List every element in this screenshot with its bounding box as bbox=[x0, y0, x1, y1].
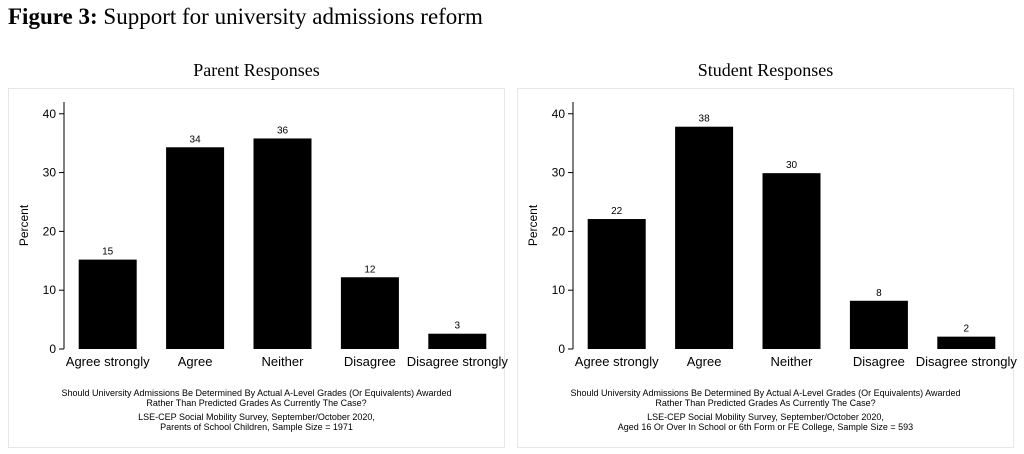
y-tick-label: 0 bbox=[558, 342, 565, 356]
bar-value-label: 12 bbox=[364, 264, 376, 275]
question-line-1: Should University Admissions Be Determin… bbox=[570, 388, 961, 398]
question-note: Should University Admissions Be Determin… bbox=[513, 388, 1018, 408]
source-line-1: LSE-CEP Social Mobility Survey, Septembe… bbox=[647, 412, 884, 422]
y-tick-label: 40 bbox=[552, 107, 566, 121]
parent-chart-panel: Parent Responses 0 10 20 30 40 Percent 15 Agree… bbox=[4, 58, 509, 448]
bar-value-label: 15 bbox=[102, 247, 114, 258]
x-category-label: Neither bbox=[771, 354, 814, 369]
x-category-label: Disagree strongly bbox=[407, 354, 509, 369]
y-tick-label: 20 bbox=[43, 224, 57, 238]
y-axis-label: Percent bbox=[526, 204, 540, 246]
bar-value-label: 30 bbox=[786, 160, 798, 171]
x-category-label: Agree strongly bbox=[66, 354, 150, 369]
bar-value-label: 2 bbox=[964, 324, 970, 335]
bar-value-label: 8 bbox=[876, 288, 882, 299]
y-tick-label: 10 bbox=[43, 283, 57, 297]
bar bbox=[340, 277, 399, 349]
question-note: Should University Admissions Be Determin… bbox=[4, 388, 509, 408]
source-line-1: LSE-CEP Social Mobility Survey, Septembe… bbox=[138, 412, 375, 422]
bar bbox=[253, 138, 312, 349]
question-line-2: Rather Than Predicted Grades As Currentl… bbox=[146, 398, 367, 408]
bar bbox=[78, 259, 137, 349]
bar bbox=[849, 300, 908, 349]
x-category-label: Neither bbox=[262, 354, 305, 369]
chart-title: Parent Responses bbox=[193, 60, 320, 80]
x-category-label: Disagree bbox=[344, 354, 396, 369]
bar-value-label: 3 bbox=[455, 321, 461, 332]
student-chart-panel: Student Responses 0 10 20 30 40 Percent 22 Agre… bbox=[513, 58, 1018, 448]
parent-bar-chart: 0 10 20 30 40 Percent 15 Agree strongly 34 Agree 3… bbox=[17, 102, 509, 369]
bar bbox=[762, 173, 821, 349]
chart-title: Student Responses bbox=[697, 60, 834, 80]
figure-title-text: Support for university admissions reform bbox=[103, 4, 483, 29]
source-note: LSE-CEP Social Mobility Survey, Septembe… bbox=[4, 412, 509, 432]
x-category-label: Agree strongly bbox=[575, 354, 659, 369]
x-category-label: Disagree bbox=[853, 354, 905, 369]
student-bar-chart: 0 10 20 30 40 Percent 22 Agree strongly 38 Agree 3… bbox=[526, 102, 1018, 369]
y-tick-label: 0 bbox=[49, 342, 56, 356]
question-line-2: Rather Than Predicted Grades As Currentl… bbox=[655, 398, 876, 408]
bar-value-label: 22 bbox=[611, 206, 623, 217]
figure-label: Figure 3: bbox=[8, 4, 98, 29]
x-category-label: Disagree strongly bbox=[916, 354, 1018, 369]
bar-value-label: 38 bbox=[699, 114, 711, 125]
source-note: LSE-CEP Social Mobility Survey, Septembe… bbox=[513, 412, 1018, 432]
y-tick-label: 30 bbox=[552, 166, 566, 180]
bar bbox=[675, 126, 734, 349]
y-tick-label: 30 bbox=[43, 166, 57, 180]
y-tick-label: 40 bbox=[43, 107, 57, 121]
bar bbox=[428, 333, 487, 349]
x-category-label: Agree bbox=[178, 354, 213, 369]
bar bbox=[587, 219, 646, 349]
y-axis-label: Percent bbox=[17, 204, 31, 246]
question-line-1: Should University Admissions Be Determin… bbox=[61, 388, 452, 398]
bar-value-label: 34 bbox=[190, 134, 202, 145]
source-line-2: Parents of School Children, Sample Size … bbox=[160, 422, 353, 432]
x-category-label: Agree bbox=[687, 354, 722, 369]
bar bbox=[166, 147, 225, 349]
y-tick-label: 20 bbox=[552, 224, 566, 238]
bar bbox=[937, 336, 996, 349]
figure-title: Figure 3: Support for university admissi… bbox=[8, 4, 483, 30]
y-tick-label: 10 bbox=[552, 283, 566, 297]
bar-value-label: 36 bbox=[277, 125, 289, 136]
source-line-2: Aged 16 Or Over In School or 6th Form or… bbox=[617, 422, 914, 432]
